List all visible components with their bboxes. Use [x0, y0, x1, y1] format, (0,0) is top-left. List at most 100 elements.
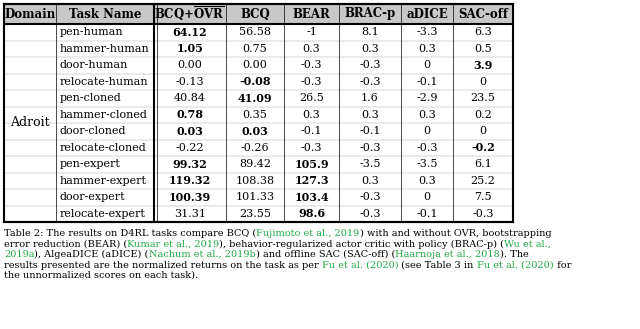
Text: -0.13: -0.13 [176, 77, 204, 87]
Text: -0.3: -0.3 [472, 209, 493, 219]
Text: 103.4: 103.4 [294, 192, 329, 203]
Text: 0.03: 0.03 [177, 126, 204, 137]
Text: -0.1: -0.1 [359, 126, 381, 136]
Text: 99.32: 99.32 [173, 159, 207, 170]
Text: 23.5: 23.5 [470, 93, 495, 103]
Text: -0.1: -0.1 [416, 77, 438, 87]
Text: Table 2: The results on D4RL tasks compare BCQ (: Table 2: The results on D4RL tasks compa… [4, 229, 256, 238]
Text: 0: 0 [479, 126, 486, 136]
Text: -0.1: -0.1 [301, 126, 323, 136]
Text: 1.6: 1.6 [361, 93, 379, 103]
Text: ), AlgeaDICE (aDICE) (: ), AlgeaDICE (aDICE) ( [35, 250, 149, 259]
Text: 2019a: 2019a [4, 250, 35, 259]
Text: -0.3: -0.3 [359, 77, 381, 87]
Text: -3.5: -3.5 [359, 159, 381, 169]
Text: 0: 0 [479, 77, 486, 87]
Text: Domain: Domain [4, 8, 56, 20]
Bar [4, 40, 513, 57]
Text: Kumar et al., 2019: Kumar et al., 2019 [127, 240, 220, 248]
Text: -0.3: -0.3 [416, 143, 438, 153]
Text: -0.1: -0.1 [416, 209, 438, 219]
Text: 0.3: 0.3 [303, 110, 321, 120]
Text: hammer-expert: hammer-expert [60, 176, 147, 186]
Text: 127.3: 127.3 [294, 175, 329, 186]
Text: 0.78: 0.78 [177, 109, 204, 120]
Text: -0.3: -0.3 [359, 60, 381, 70]
Text: 101.33: 101.33 [236, 192, 275, 202]
Text: BCQ+$\mathregular{\overline{OVR}}$: BCQ+$\mathregular{\overline{OVR}}$ [154, 5, 224, 23]
Text: 98.6: 98.6 [298, 208, 325, 219]
Text: 0: 0 [424, 126, 431, 136]
Text: Nachum et al., 2019b: Nachum et al., 2019b [149, 250, 255, 259]
Text: 0.35: 0.35 [243, 110, 268, 120]
Bar [4, 206, 513, 222]
Text: 41.09: 41.09 [237, 93, 272, 104]
Text: 1.05: 1.05 [177, 43, 204, 54]
Bar [4, 4, 513, 222]
Text: 0.3: 0.3 [418, 110, 436, 120]
Text: -0.3: -0.3 [301, 77, 323, 87]
Bar [4, 123, 513, 139]
Text: Task Name: Task Name [68, 8, 141, 20]
Text: 25.2: 25.2 [470, 176, 495, 186]
Text: 0.3: 0.3 [361, 110, 379, 120]
Text: ) with and without OVR, bootstrapping: ) with and without OVR, bootstrapping [360, 229, 551, 238]
Text: relocate-expert: relocate-expert [60, 209, 146, 219]
Text: 105.9: 105.9 [294, 159, 329, 170]
Text: results presented are the normalized returns on the task as per: results presented are the normalized ret… [4, 261, 322, 269]
Text: 0.5: 0.5 [474, 44, 492, 54]
Text: 0.3: 0.3 [361, 176, 379, 186]
Text: pen-cloned: pen-cloned [60, 93, 122, 103]
Text: 0.00: 0.00 [177, 60, 202, 70]
Text: Adroit: Adroit [10, 116, 50, 130]
Text: 26.5: 26.5 [299, 93, 324, 103]
Text: ), behavior-regularized actor critic with policy (BRAC-p) (: ), behavior-regularized actor critic wit… [220, 240, 504, 249]
Text: 3.9: 3.9 [474, 60, 493, 71]
Text: BCQ: BCQ [240, 8, 270, 20]
Text: (see Table 3 in: (see Table 3 in [399, 261, 477, 269]
Text: 0: 0 [424, 192, 431, 202]
Text: -0.26: -0.26 [241, 143, 269, 153]
Text: SAC-off: SAC-off [458, 8, 508, 20]
Text: -0.22: -0.22 [176, 143, 204, 153]
Bar [4, 107, 513, 123]
Text: 23.55: 23.55 [239, 209, 271, 219]
Text: 0.3: 0.3 [361, 44, 379, 54]
Text: 0.2: 0.2 [474, 110, 492, 120]
Text: -0.3: -0.3 [359, 143, 381, 153]
Text: for: for [554, 261, 571, 269]
Bar [4, 139, 513, 156]
Text: Fujimoto et al., 2019: Fujimoto et al., 2019 [256, 229, 360, 238]
Text: 119.32: 119.32 [169, 175, 211, 186]
Text: 0: 0 [424, 60, 431, 70]
Bar [4, 189, 513, 206]
Text: door-cloned: door-cloned [60, 126, 127, 136]
Text: -0.3: -0.3 [301, 143, 323, 153]
Text: 0.00: 0.00 [243, 60, 268, 70]
Bar [4, 4, 513, 24]
Text: ) and offline SAC (SAC-off) (: ) and offline SAC (SAC-off) ( [255, 250, 395, 259]
Bar [4, 172, 513, 189]
Text: -0.3: -0.3 [359, 209, 381, 219]
Text: 7.5: 7.5 [474, 192, 492, 202]
Text: 6.1: 6.1 [474, 159, 492, 169]
Text: Wu et al.,: Wu et al., [504, 240, 551, 248]
Text: -3.3: -3.3 [416, 27, 438, 37]
Text: relocate-human: relocate-human [60, 77, 148, 87]
Text: -0.2: -0.2 [471, 142, 495, 153]
Bar [4, 90, 513, 107]
Text: -0.08: -0.08 [239, 76, 271, 87]
Bar [4, 57, 513, 73]
Text: -0.3: -0.3 [359, 192, 381, 202]
Text: pen-human: pen-human [60, 27, 124, 37]
Text: Fu et al. (2020): Fu et al. (2020) [322, 261, 399, 269]
Text: 100.39: 100.39 [169, 192, 211, 203]
Bar [4, 73, 513, 90]
Text: aDICE: aDICE [406, 8, 448, 20]
Text: 6.3: 6.3 [474, 27, 492, 37]
Text: relocate-cloned: relocate-cloned [60, 143, 147, 153]
Text: hammer-human: hammer-human [60, 44, 150, 54]
Text: 64.12: 64.12 [173, 27, 207, 38]
Text: 0.3: 0.3 [418, 44, 436, 54]
Text: ). The: ). The [500, 250, 529, 259]
